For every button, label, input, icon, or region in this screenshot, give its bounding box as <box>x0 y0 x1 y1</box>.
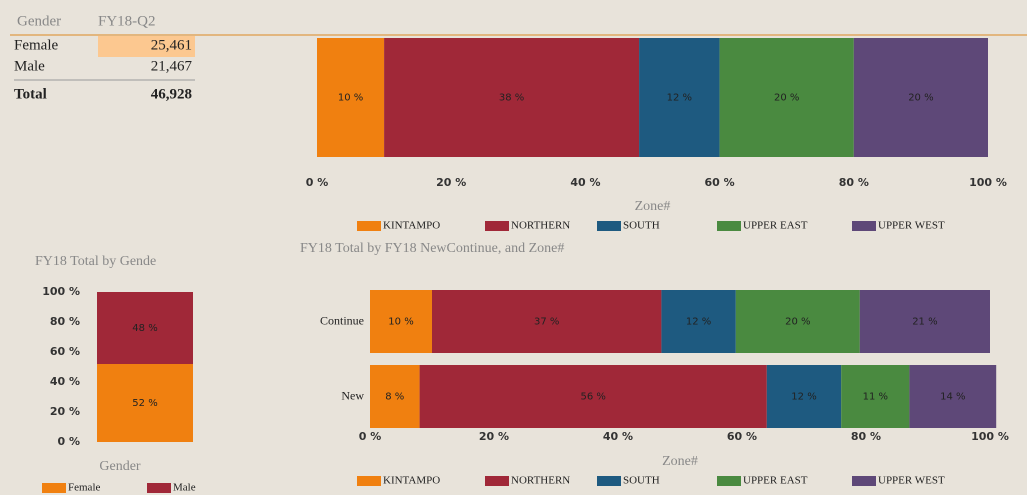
bar-segment <box>853 38 988 157</box>
data-label: 56 % <box>580 392 605 403</box>
table-cell: Male <box>14 58 45 74</box>
axis-label: Gender <box>99 459 141 474</box>
x-tick-label: 60 % <box>705 176 735 189</box>
x-tick-label: 100 % <box>969 176 1007 189</box>
x-tick-label: 0 % <box>306 176 329 189</box>
bar-segment <box>97 292 193 364</box>
data-label: 8 % <box>385 392 404 403</box>
legend-label: UPPER WEST <box>878 475 945 487</box>
bar-segment <box>639 38 720 157</box>
data-label: 20 % <box>774 93 799 104</box>
table-cell: Female <box>14 37 58 53</box>
table-total: 46,928 <box>151 86 192 102</box>
bar-segment <box>909 365 997 428</box>
x-tick-label: 80 % <box>851 430 881 443</box>
data-label: 11 % <box>863 392 888 403</box>
data-label: 10 % <box>388 317 413 328</box>
chart-title: FY18 Total by FY18 NewContinue, and Zone… <box>300 241 564 256</box>
data-label: 37 % <box>534 317 559 328</box>
data-label: 38 % <box>499 93 524 104</box>
axis-label: Zone# <box>635 199 671 214</box>
legend-label: SOUTH <box>623 475 660 487</box>
legend-label: UPPER WEST <box>878 220 945 232</box>
bar-segment <box>419 365 767 428</box>
bar-segment <box>859 290 990 353</box>
table-header: Gender <box>17 13 61 29</box>
data-label: 10 % <box>338 93 363 104</box>
legend-swatch <box>485 476 509 486</box>
bar-segment <box>766 365 842 428</box>
bar-segment <box>735 290 860 353</box>
bar-segment <box>317 38 385 157</box>
data-label: 12 % <box>686 317 711 328</box>
legend-label: KINTAMPO <box>383 220 440 232</box>
data-label: 48 % <box>132 323 157 334</box>
y-tick-label: 20 % <box>50 405 80 418</box>
legend-swatch <box>147 483 171 493</box>
data-label: 20 % <box>785 317 810 328</box>
data-label: 12 % <box>667 93 692 104</box>
table-cell: 25,461 <box>151 37 192 53</box>
bar-segment <box>370 290 432 353</box>
data-label: 20 % <box>908 93 933 104</box>
bar-segment <box>370 365 420 428</box>
bar-segment <box>719 38 854 157</box>
legend-label: UPPER EAST <box>743 475 808 487</box>
x-tick-label: 60 % <box>727 430 757 443</box>
bar-segment <box>661 290 736 353</box>
y-tick-label: 0 % <box>57 435 80 448</box>
legend-label: Male <box>173 482 196 494</box>
legend-swatch <box>597 476 621 486</box>
category-label: Continue <box>320 313 364 327</box>
bar-segment <box>97 364 193 442</box>
legend-label: NORTHERN <box>511 220 570 232</box>
y-tick-label: 80 % <box>50 315 80 328</box>
bar-segment <box>384 38 640 157</box>
data-label: 12 % <box>791 392 816 403</box>
x-tick-label: 100 % <box>971 430 1009 443</box>
bar-segment <box>841 365 910 428</box>
legend-label: Female <box>68 482 100 494</box>
x-tick-label: 20 % <box>479 430 509 443</box>
x-tick-label: 0 % <box>359 430 382 443</box>
legend-swatch <box>852 221 876 231</box>
data-label: 52 % <box>132 398 157 409</box>
legend-label: UPPER EAST <box>743 220 808 232</box>
legend-swatch <box>717 476 741 486</box>
legend-label: KINTAMPO <box>383 475 440 487</box>
legend-swatch <box>717 221 741 231</box>
data-label: 14 % <box>940 392 965 403</box>
legend-swatch <box>42 483 66 493</box>
x-tick-label: 80 % <box>839 176 869 189</box>
y-tick-label: 60 % <box>50 345 80 358</box>
legend-label: NORTHERN <box>511 475 570 487</box>
x-tick-label: 20 % <box>436 176 466 189</box>
highlight-cell <box>98 36 195 57</box>
bar-segment <box>432 290 662 353</box>
x-tick-label: 40 % <box>570 176 600 189</box>
category-label: New <box>341 388 364 402</box>
legend-swatch <box>597 221 621 231</box>
chart-title: FY18 Total by Gende <box>35 254 156 269</box>
legend-swatch <box>852 476 876 486</box>
y-tick-label: 100 % <box>42 285 80 298</box>
axis-label: Zone# <box>662 454 698 469</box>
legend-swatch <box>485 221 509 231</box>
table-total: Total <box>14 86 47 102</box>
legend-swatch <box>357 221 381 231</box>
table-cell: 21,467 <box>151 58 193 74</box>
y-tick-label: 40 % <box>50 375 80 388</box>
legend-label: SOUTH <box>623 220 660 232</box>
data-label: 21 % <box>912 317 937 328</box>
table-header: FY18-Q2 <box>98 13 156 29</box>
legend-swatch <box>357 476 381 486</box>
x-tick-label: 40 % <box>603 430 633 443</box>
